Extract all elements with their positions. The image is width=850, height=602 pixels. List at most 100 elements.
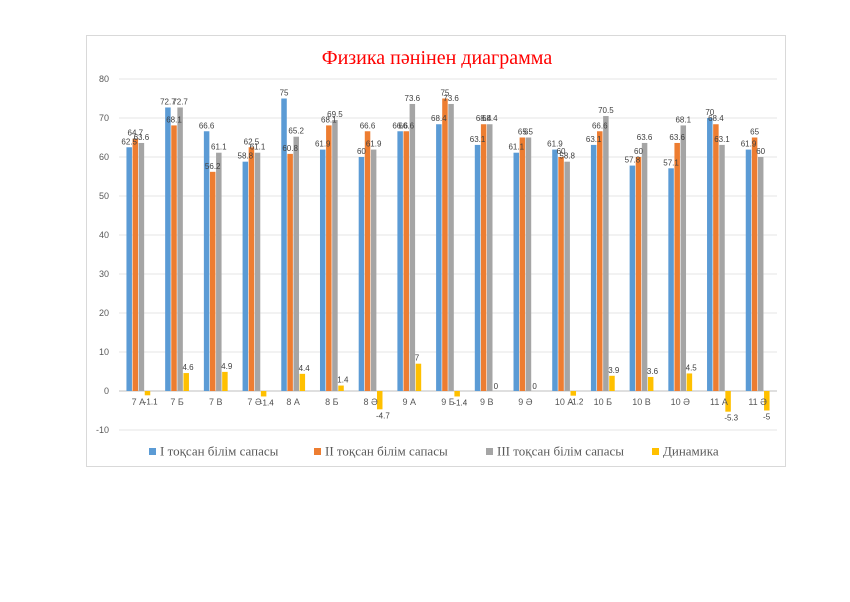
data-label: 61.1 [508,143,524,152]
y-tick-label: 10 [99,347,109,357]
bar [254,152,261,391]
bar [364,131,371,391]
data-label: 69.5 [327,110,343,119]
bar [707,118,713,391]
legend-swatch [314,448,321,455]
bar [480,124,487,392]
bar [647,376,654,391]
bar [603,116,609,392]
bar [719,144,725,391]
data-label: 70 [705,108,714,117]
x-tick-label: 8 Ә [363,397,378,407]
data-label: -1.4 [453,398,467,407]
bar [558,157,564,391]
data-label: 66.6 [398,121,414,130]
y-tick-label: 20 [99,308,109,318]
data-label: 63.1 [714,135,730,144]
data-label: 65.2 [288,127,304,136]
legend-label: ІІІ тоқсан білім сапасы [497,444,624,459]
data-label: 64.7 [128,129,144,138]
bar [138,142,145,391]
bar [144,391,151,396]
data-label: 68.4 [476,114,492,123]
data-labels: 62.564.763.6-1.172.768.172.74.666.656.26… [121,89,770,423]
data-label: 62.5 [121,137,137,146]
data-label: 0 [494,382,499,391]
bar [332,119,338,391]
data-label: 0 [532,382,537,391]
bar [216,152,222,391]
data-label: 4.9 [221,362,233,371]
bar [203,131,210,391]
bar [132,138,139,391]
bar [519,137,526,391]
bars [126,98,770,412]
bar [597,131,603,391]
data-label: 66.6 [199,121,215,130]
data-label: 61.1 [250,143,266,152]
x-tick-label: 11 А [710,397,728,407]
y-tick-label: 0 [104,386,109,396]
y-tick-label: 30 [99,269,109,279]
bar [358,157,365,391]
bar [525,137,532,391]
data-label: 1.4 [337,376,349,385]
legend-swatch [149,448,156,455]
x-axis: 7 А 7 Б 7 В 7 Ә 8 А 8 Б 8 Ә 9 А 9 Б 9 В 9 Ә 10 А 10 … [132,397,768,407]
data-label: 7 [415,354,420,363]
data-label: 68.1 [166,115,182,124]
x-tick-label: 11 Ә [748,397,767,407]
bar [674,142,680,391]
x-tick-label: 10 Б [594,397,613,407]
bar [487,124,493,392]
x-tick-label: 7 В [209,397,223,407]
x-tick-label: 9 Ә [518,397,533,407]
bar [415,363,422,391]
data-label: 3.9 [608,366,620,375]
bar [126,147,132,391]
data-label: 68.1 [675,115,691,124]
chart-title: Физика пәнінен диаграмма [322,47,553,69]
x-tick-label: 7 А [132,397,146,407]
data-label: 72.7 [172,97,188,106]
bar [222,371,228,391]
data-label: 62.5 [244,137,260,146]
bar [165,107,171,391]
bar [376,391,383,410]
bar [454,391,460,397]
legend: І тоқсан білім сапасы ІІ тоқсан білім сап… [149,444,719,459]
x-tick-label: 10 А [555,397,574,407]
data-label: 60.8 [282,144,298,153]
data-label: 60 [557,147,566,156]
bar [590,144,597,391]
data-label: 4.5 [686,363,698,372]
data-label: 58.8 [238,152,254,161]
bar [293,136,299,391]
data-label: 63.6 [637,133,653,142]
bar-chart: Физика пәнінен диаграмма -10 0 10 20 30 40 50 6… [96,47,777,459]
legend-swatch [486,448,493,455]
legend-label: І тоқсан білім сапасы [160,444,279,459]
data-label: 61.1 [211,143,227,152]
data-label: 75 [280,89,289,98]
bar [397,131,403,391]
bar [338,385,344,391]
bar [764,391,770,411]
data-label: 60 [756,147,765,156]
x-tick-label: 8 А [286,397,300,407]
x-tick-label: 9 В [480,397,494,407]
data-label: 70.5 [598,106,614,115]
data-label: -5.3 [724,414,738,423]
y-tick-label: 40 [99,230,109,240]
data-label: 61.9 [315,140,331,149]
bar [436,124,442,392]
data-label: 63.6 [134,133,150,142]
bar [403,131,409,391]
bar [635,157,642,391]
y-tick-label: 80 [99,74,109,84]
bar [745,149,752,391]
bar [299,373,306,391]
data-label: 65 [750,128,759,137]
bar [319,149,326,391]
data-label: 63.6 [669,133,685,142]
